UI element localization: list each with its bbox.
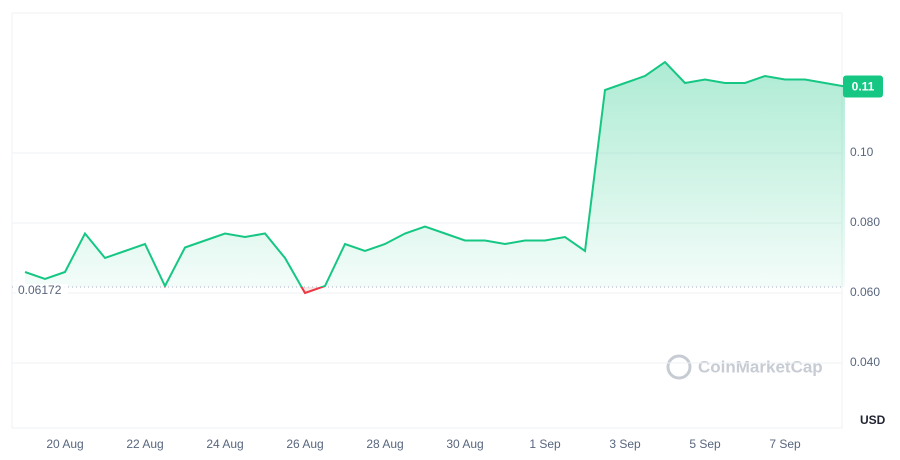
y-tick-label: 0.080 [850, 215, 880, 229]
y-tick-label: 0.10 [850, 145, 874, 159]
watermark-text: CoinMarketCap [698, 357, 823, 376]
reference-label: 0.06172 [18, 283, 62, 297]
x-tick-label: 3 Sep [609, 437, 641, 451]
reference-label-bg [16, 283, 68, 298]
x-tick-label: 1 Sep [529, 437, 561, 451]
x-tick-label: 28 Aug [366, 437, 403, 451]
currency-label: USD [860, 413, 886, 427]
x-tick-label: 22 Aug [126, 437, 163, 451]
price-badge-label: 0.11 [852, 80, 875, 94]
price-line-up [24, 60, 846, 287]
y-tick-label: 0.040 [850, 355, 880, 369]
x-tick-label: 30 Aug [446, 437, 483, 451]
area-up [25, 62, 845, 287]
y-tick-label: 0.060 [850, 285, 880, 299]
x-tick-label: 24 Aug [206, 437, 243, 451]
watermark: CoinMarketCap [666, 354, 823, 380]
x-tick-label: 7 Sep [769, 437, 801, 451]
x-tick-label: 20 Aug [46, 437, 83, 451]
x-tick-label: 5 Sep [689, 437, 721, 451]
price-badge [843, 75, 883, 98]
x-tick-label: 26 Aug [286, 437, 323, 451]
